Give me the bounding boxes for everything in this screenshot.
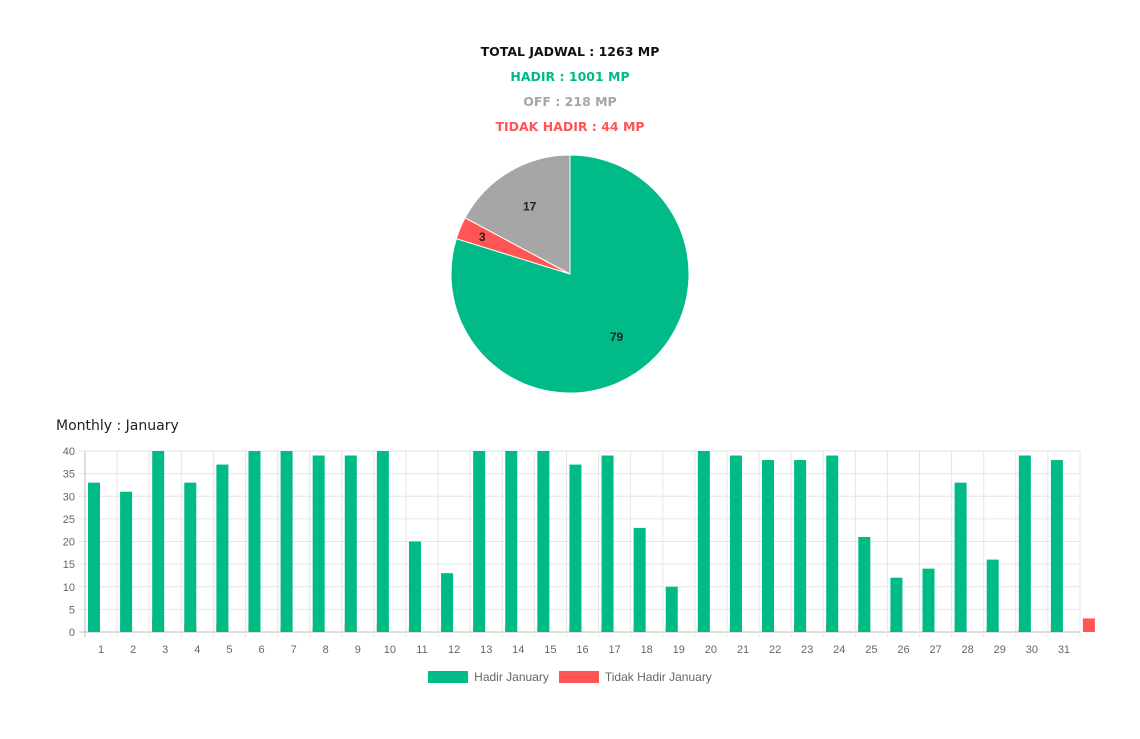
bar-hadir[interactable] [248,451,261,632]
x-tick-label: 13 [480,644,492,656]
summary-off: OFF : 218 MP [523,94,617,109]
x-tick-label: 19 [673,644,685,656]
x-tick-label: 25 [865,644,877,656]
x-tick-label: 11 [416,644,427,656]
x-tick-label: 1 [98,644,104,656]
bar-hadir[interactable] [344,455,357,632]
x-tick-label: 28 [962,644,974,656]
x-tick-label: 17 [608,644,620,656]
x-tick-label: 20 [705,644,717,656]
pie-value-label: 17 [523,200,537,214]
x-tick-label: 26 [897,644,909,656]
bar-hadir[interactable] [280,451,293,632]
bar-hadir[interactable] [152,451,165,632]
bar-hadir[interactable] [473,451,486,632]
bar-hadir[interactable] [120,491,133,632]
y-tick-label: 0 [69,627,75,639]
bar-hadir[interactable] [312,455,325,632]
bar-hadir[interactable] [697,451,710,632]
x-tick-label: 8 [323,644,329,656]
x-tick-label: 22 [769,644,781,656]
legend-item[interactable]: Hadir January [428,670,549,684]
bar-hadir[interactable] [88,482,100,632]
bar-hadir[interactable] [729,455,742,632]
legend-label: Tidak Hadir January [604,670,712,684]
pie-slice-hadir[interactable] [450,154,690,394]
chart-legend: Hadir January Tidak Hadir January [0,670,1140,684]
y-tick-label: 25 [63,514,75,526]
x-tick-label: 21 [737,644,749,656]
legend-item[interactable]: Tidak Hadir January [558,670,712,684]
y-tick-label: 30 [63,491,75,503]
x-tick-label: 18 [641,644,653,656]
summary-total: TOTAL JADWAL : 1263 MP [480,44,660,59]
bar-hadir[interactable] [794,460,807,632]
attendance-pie-chart: 79 3 17 [450,154,690,394]
x-tick-label: 9 [355,644,361,656]
bar-hadir[interactable] [441,573,454,632]
bar-hadir[interactable] [986,559,999,632]
bar-hadir[interactable] [184,482,197,632]
bar-hadir[interactable] [505,451,518,632]
summary-hadir: HADIR : 1001 MP [510,69,630,84]
x-tick-label: 7 [291,644,297,656]
legend-label: Hadir January [474,670,549,684]
x-tick-label: 16 [576,644,588,656]
x-tick-label: 30 [1026,644,1038,656]
pie-value-label: 3 [479,230,486,244]
x-tick-label: 2 [130,644,136,656]
y-tick-label: 40 [63,446,75,458]
y-tick-label: 35 [63,469,75,481]
y-tick-label: 15 [63,559,75,571]
bar-hadir[interactable] [826,455,839,632]
bar-hadir[interactable] [569,464,582,632]
x-tick-label: 3 [162,644,168,656]
legend-swatch [428,671,469,683]
bar-hadir[interactable] [1050,460,1063,632]
x-tick-label: 23 [801,644,813,656]
x-tick-label: 31 [1058,644,1070,656]
x-tick-label: 15 [544,644,556,656]
bar-hadir[interactable] [216,464,229,632]
x-tick-label: 29 [994,644,1006,656]
x-tick-label: 6 [258,644,264,656]
bar-tidak-hadir[interactable] [1082,618,1095,632]
pie-value-label: 79 [610,330,624,344]
bar-hadir[interactable] [858,536,871,632]
x-tick-label: 27 [929,644,941,656]
bar-hadir[interactable] [922,568,935,632]
legend-swatch [558,671,599,683]
bar-hadir[interactable] [408,541,421,633]
y-tick-label: 5 [69,604,75,616]
bar-hadir[interactable] [762,460,775,632]
y-tick-label: 10 [63,582,75,594]
x-tick-label: 12 [448,644,460,656]
bar-hadir[interactable] [601,455,614,632]
monthly-title: Monthly : January [56,418,179,434]
x-tick-label: 24 [833,644,845,656]
x-tick-label: 4 [194,644,200,656]
bar-hadir[interactable] [665,586,678,632]
pie-slice-off[interactable] [464,154,571,275]
x-tick-label: 14 [512,644,524,656]
bar-hadir[interactable] [890,577,903,632]
x-tick-label: 10 [384,644,396,656]
x-tick-label: 5 [226,644,232,656]
bar-hadir[interactable] [954,482,967,632]
y-tick-label: 20 [63,537,75,549]
bar-hadir[interactable] [633,527,646,632]
bar-hadir[interactable] [1018,455,1031,632]
bar-hadir[interactable] [537,451,550,632]
bar-hadir[interactable] [376,451,389,632]
summary-tidak-hadir: TIDAK HADIR : 44 MP [495,119,645,134]
